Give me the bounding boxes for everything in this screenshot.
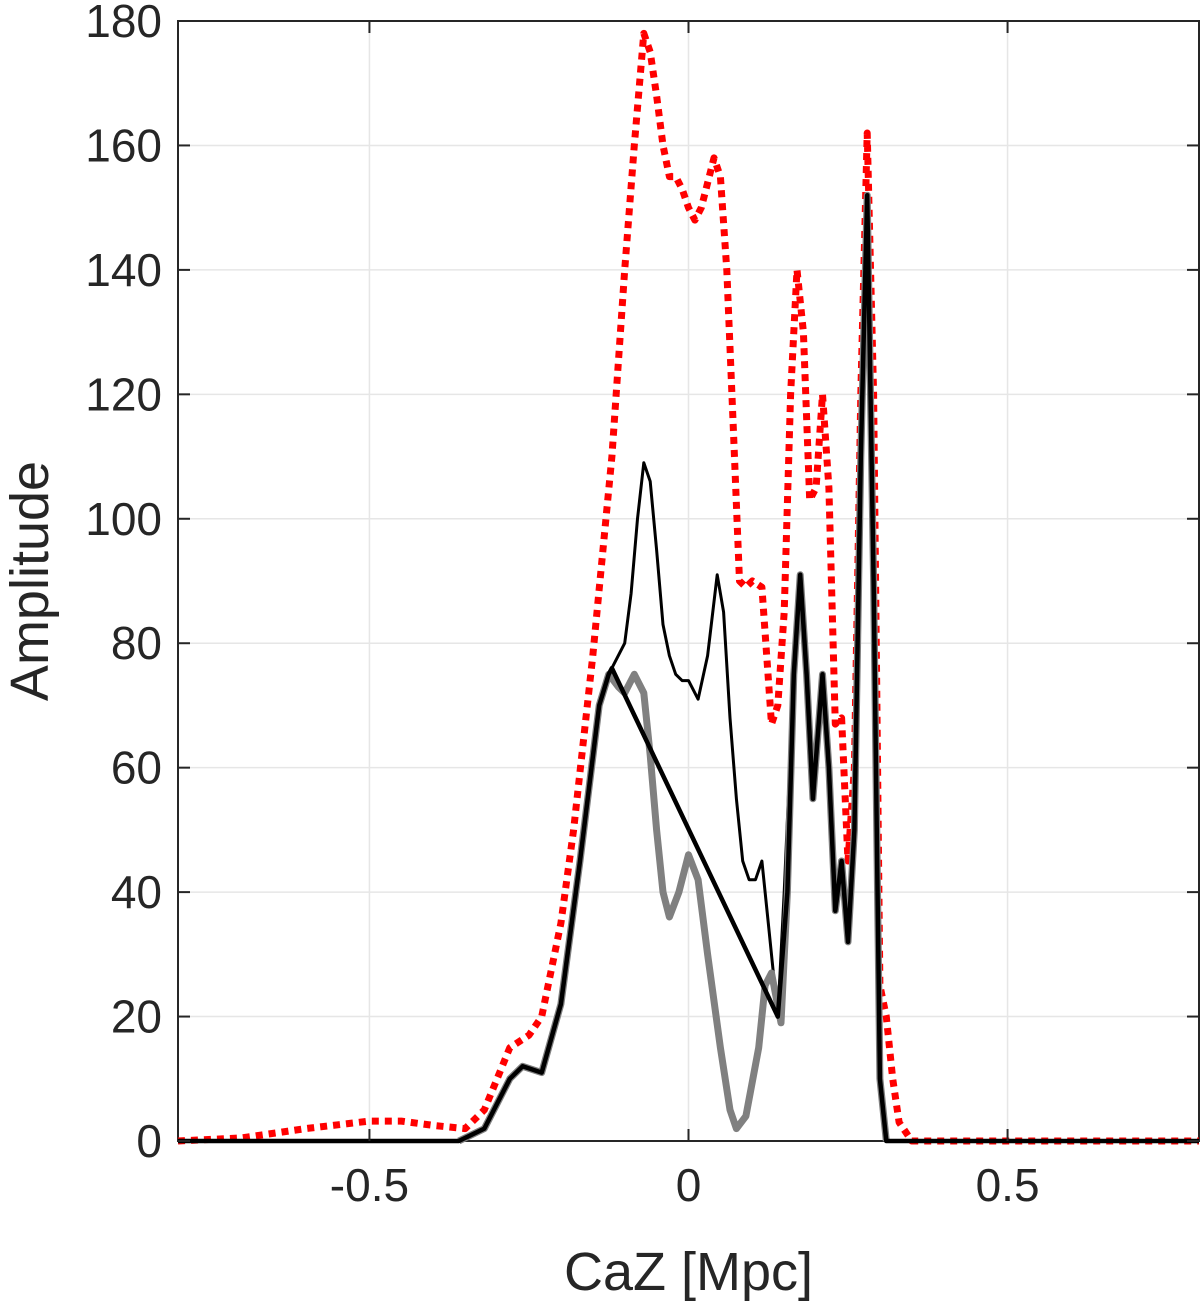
series-layer <box>177 29 1199 1145</box>
y-tick-label: 180 <box>85 0 162 47</box>
x-tick-label: -0.5 <box>330 1159 409 1211</box>
y-tick-label: 140 <box>85 244 162 296</box>
x-tick-label: 0.5 <box>976 1159 1040 1211</box>
y-tick-label: 160 <box>85 119 162 171</box>
y-tick-label: 120 <box>85 368 162 420</box>
x-tick-label: 0 <box>676 1159 702 1211</box>
y-axis-label: Amplitude <box>0 461 60 701</box>
y-tick-label: 60 <box>111 742 162 794</box>
y-tick-label: 20 <box>111 991 162 1043</box>
series-line-solid-overlay <box>178 192 1199 1144</box>
tick-labels: -0.5 0 0.5 0 20 40 60 80 100 120 140 160 180 <box>85 0 1199 1211</box>
series-line-dotted <box>177 29 1199 1145</box>
y-tick-label: 100 <box>85 493 162 545</box>
grid <box>178 20 1199 1142</box>
y-tick-label: 80 <box>111 617 162 669</box>
x-axis-label: CaZ [Mpc] <box>564 1242 813 1302</box>
y-tick-label: 40 <box>111 866 162 918</box>
y-tick-label: 0 <box>136 1115 162 1167</box>
